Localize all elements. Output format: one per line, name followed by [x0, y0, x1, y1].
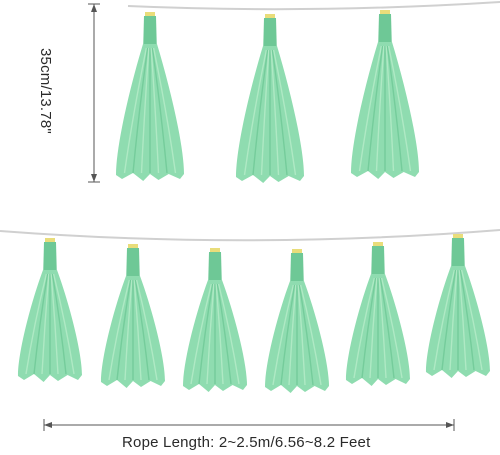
top-rope [127, 1, 500, 11]
tassel-top-2 [236, 14, 304, 183]
tassel-bottom-2 [101, 244, 165, 388]
tassel-bottom-3 [183, 248, 247, 392]
rope-length-label: Rope Length: 2~2.5m/6.56~8.2 Feet [122, 434, 371, 451]
tassel-bottom-1 [18, 238, 82, 382]
tassel-top-1 [116, 12, 184, 181]
height-dimension-label: 35cm/13.78" [37, 48, 54, 134]
bottom-rope [0, 229, 500, 242]
tassel-bottom-6 [426, 234, 490, 378]
tassel-top-3 [351, 10, 419, 179]
tassel-bottom-5 [346, 242, 410, 386]
height-dimension-marker [88, 3, 100, 183]
rope-length-dimension-marker [43, 419, 455, 431]
tassel-bottom-4 [265, 249, 329, 393]
